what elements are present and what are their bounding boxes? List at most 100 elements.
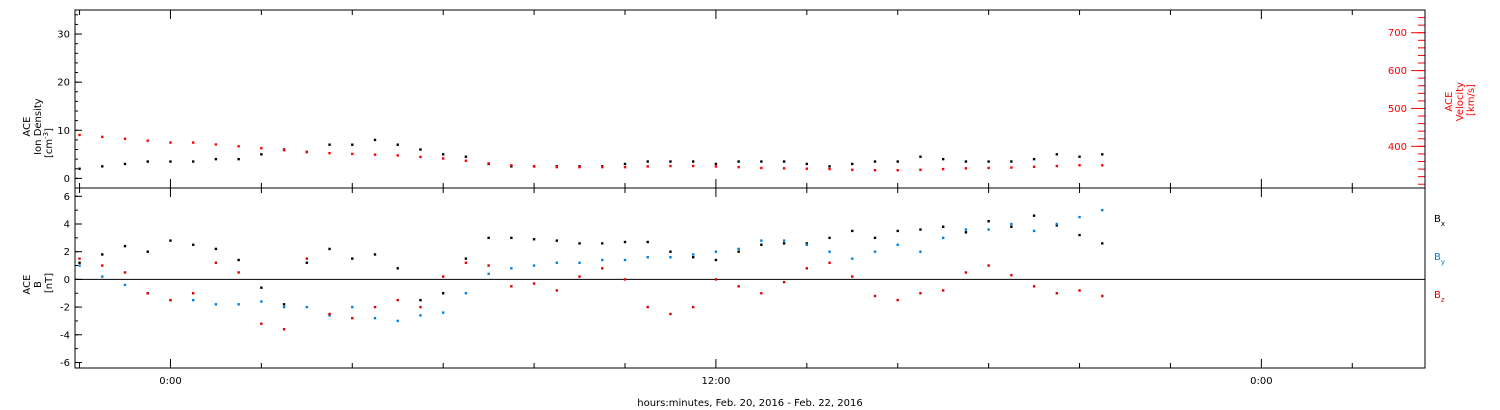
velocity-point (964, 167, 968, 170)
bx-point (373, 253, 377, 256)
velocity-point (1101, 164, 1104, 167)
bx-point (146, 250, 149, 253)
bx-point (1010, 225, 1013, 228)
velocity-point (351, 152, 354, 156)
bx-point (510, 236, 513, 240)
bz-point (828, 261, 831, 264)
velocity-point (782, 167, 786, 170)
by-point (851, 257, 854, 260)
bx-point (646, 240, 649, 244)
density-point (1055, 153, 1059, 156)
velocity-point (941, 167, 945, 171)
density-point (169, 160, 172, 163)
density-y-tick-label: 10 (57, 126, 70, 137)
bz-point (419, 305, 422, 309)
velocity-point (714, 165, 718, 168)
bottom-panel-frame (74, 187, 1426, 369)
density-point (101, 165, 104, 168)
density-point (737, 160, 740, 163)
by-point (123, 283, 127, 287)
by-point (78, 264, 81, 267)
velocity-point (123, 137, 127, 140)
by-point (419, 314, 422, 317)
bx-point (1101, 242, 1104, 245)
bx-point (601, 242, 604, 245)
by-point (669, 256, 672, 259)
density-point (214, 157, 218, 161)
b-y-tick-label: -2 (60, 303, 70, 314)
velocity-point (623, 165, 627, 169)
bz-point (737, 285, 740, 288)
density-point (851, 162, 854, 166)
legend-symbol: B (1434, 214, 1441, 225)
density-velocity-axes: 0 10 20 30 400 500 600 700 (57, 9, 1425, 185)
bz-point (601, 267, 604, 270)
bx-point (896, 229, 899, 233)
bx-point (1078, 233, 1081, 237)
b-y-tick-label: 6 (64, 192, 70, 203)
by-point (214, 303, 218, 306)
bx-point (578, 242, 581, 245)
bz-point (146, 292, 149, 295)
density-point (146, 160, 149, 163)
bx-point (464, 257, 468, 260)
velocity-point (851, 168, 854, 172)
bz-point (464, 261, 468, 264)
b-ylabel: ACE B [nT] (22, 271, 55, 294)
b-y-tick-label: 4 (64, 220, 70, 231)
bx-point (419, 298, 422, 302)
bz-point (669, 312, 672, 316)
density-point (191, 160, 195, 163)
bx-point (760, 243, 763, 246)
by-point (260, 300, 263, 303)
bz-point (714, 278, 718, 281)
by-point (623, 258, 627, 262)
density-point (396, 143, 399, 146)
by-point (987, 228, 990, 231)
by-point (873, 250, 877, 253)
velocity-point (987, 166, 990, 170)
velocity-point (532, 165, 536, 168)
velocity-point (441, 157, 445, 160)
velocity-point (760, 166, 763, 170)
by-point (691, 253, 695, 256)
bx-point (351, 257, 354, 260)
bz-point (555, 289, 559, 292)
bz-point (760, 292, 763, 295)
density-point (123, 162, 127, 166)
velocity-y-tick-label: 600 (1388, 66, 1407, 77)
legend-subscript: z (1441, 296, 1445, 304)
velocity-point (669, 164, 672, 168)
by-point (828, 250, 831, 253)
bz-point (169, 298, 172, 302)
by-point (1101, 208, 1104, 212)
bx-point (737, 250, 740, 253)
velocity-point (646, 165, 649, 168)
velocity-point (601, 165, 604, 169)
by-point (1010, 222, 1013, 226)
bz-point (964, 271, 968, 274)
bz-point (646, 305, 649, 309)
bz-point (237, 271, 240, 274)
legend-bx: Bx (1434, 214, 1445, 228)
velocity-y-tick-label: 500 (1388, 104, 1407, 115)
bx-point (782, 242, 786, 245)
velocity-point (1010, 166, 1013, 169)
density-point (987, 160, 990, 163)
bz-point (941, 289, 945, 292)
legend-subscript: y (1441, 258, 1445, 266)
bx-point (396, 267, 399, 270)
density-point (691, 160, 695, 163)
b-y-tick-label: 0 (64, 275, 70, 286)
by-point (646, 256, 649, 259)
bx-point (123, 244, 127, 248)
density-point (873, 160, 877, 163)
density-point (669, 160, 672, 163)
velocity-ylabel: ACE Velocity [km/s] (1444, 79, 1477, 121)
x-axis-title: hours:minutes, Feb. 20, 2016 - Feb. 22, … (637, 398, 862, 409)
bz-point (351, 316, 354, 320)
bz-point (532, 282, 536, 285)
by-point (441, 311, 445, 314)
bx-point (441, 292, 445, 295)
